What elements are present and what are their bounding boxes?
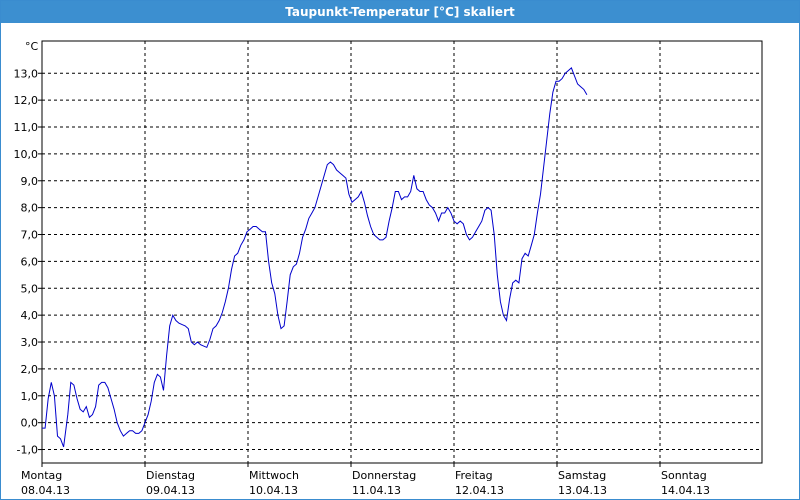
x-axis-ticks: Montag 08.04.13 Dienstag 09.04.13 Mittwoch 10…	[21, 463, 710, 497]
y-tick-label: 3,0	[21, 336, 39, 349]
y-tick-label: 10,0	[14, 148, 39, 161]
x-tick-day: Sonntag	[661, 469, 707, 482]
x-tick-date: 09.04.13	[146, 484, 195, 497]
y-axis-ticks: -1,0 0,0 1,0 2,0 3,0 4,0 5,0 6,0 7,0 8,0 9,0 10,0 11…	[14, 67, 42, 457]
y-tick-label: 1,0	[21, 390, 39, 403]
y-axis-unit: °C	[25, 40, 39, 53]
y-tick-label: 11,0	[14, 121, 39, 134]
x-tick-day: Dienstag	[146, 469, 195, 482]
y-tick-label: 6,0	[21, 255, 39, 268]
y-tick-label: 9,0	[21, 175, 39, 188]
x-tick-day: Mittwoch	[249, 469, 299, 482]
y-tick-label: 4,0	[21, 309, 39, 322]
x-tick-date: 13.04.13	[558, 484, 607, 497]
x-tick-day: Donnerstag	[352, 469, 416, 482]
plot-frame	[41, 40, 763, 464]
chart-plot: -1,0 0,0 1,0 2,0 3,0 4,0 5,0 6,0 7,0 8,0 9,0 10,0 11…	[14, 40, 763, 497]
y-tick-label: 12,0	[14, 94, 39, 107]
x-tick-day: Montag	[21, 469, 62, 482]
x-tick-date: 10.04.13	[249, 484, 298, 497]
y-tick-label: 2,0	[21, 363, 39, 376]
series-line	[42, 67, 588, 448]
x-tick-day: Freitag	[455, 469, 493, 482]
x-tick-date: 11.04.13	[352, 484, 401, 497]
y-tick-label: 8,0	[21, 202, 39, 215]
x-tick-day: Samstag	[558, 469, 606, 482]
y-tick-label: 5,0	[21, 282, 39, 295]
window-title: Taupunkt-Temperatur [°C] skaliert	[1, 1, 799, 23]
y-tick-label: 7,0	[21, 229, 39, 242]
x-tick-date: 12.04.13	[455, 484, 504, 497]
y-tick-label: 0,0	[21, 417, 39, 430]
grid-lines	[42, 41, 762, 463]
x-tick-date: 14.04.13	[661, 484, 710, 497]
x-tick-date: 08.04.13	[21, 484, 70, 497]
y-tick-label: 13,0	[14, 67, 39, 80]
y-tick-label: -1,0	[17, 444, 38, 457]
